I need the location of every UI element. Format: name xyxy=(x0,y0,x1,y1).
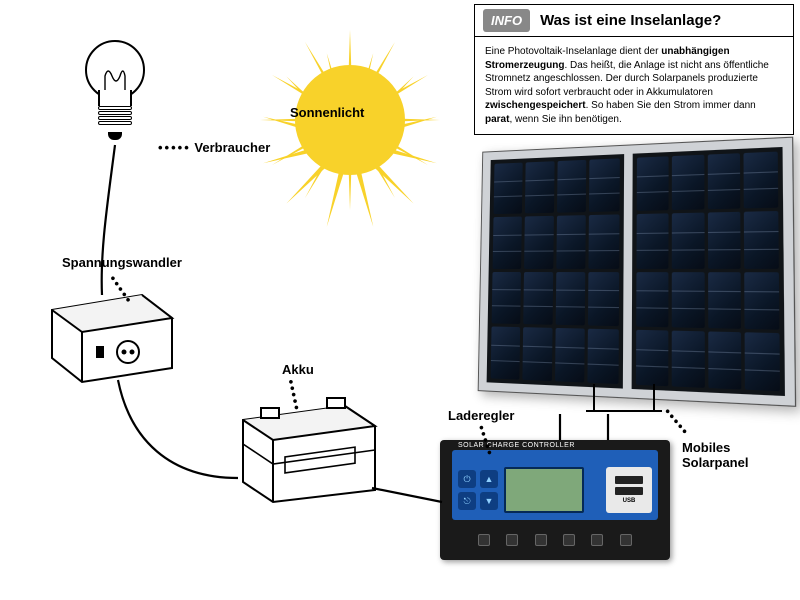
info-box: INFO Was ist eine Inselanlage? Eine Phot… xyxy=(474,4,794,135)
diagram-stage: Sonnenlicht INFO Was ist eine Inselanlag… xyxy=(0,0,800,600)
info-title: Was ist eine Inselanlage? xyxy=(540,12,721,29)
sun-core xyxy=(295,65,405,175)
info-body: Eine Photovoltaik-Inselanlage dient der … xyxy=(475,37,793,134)
info-badge: INFO xyxy=(483,9,530,32)
sun-label: Sonnenlicht xyxy=(290,105,364,120)
info-header: INFO Was ist eine Inselanlage? xyxy=(475,5,793,37)
